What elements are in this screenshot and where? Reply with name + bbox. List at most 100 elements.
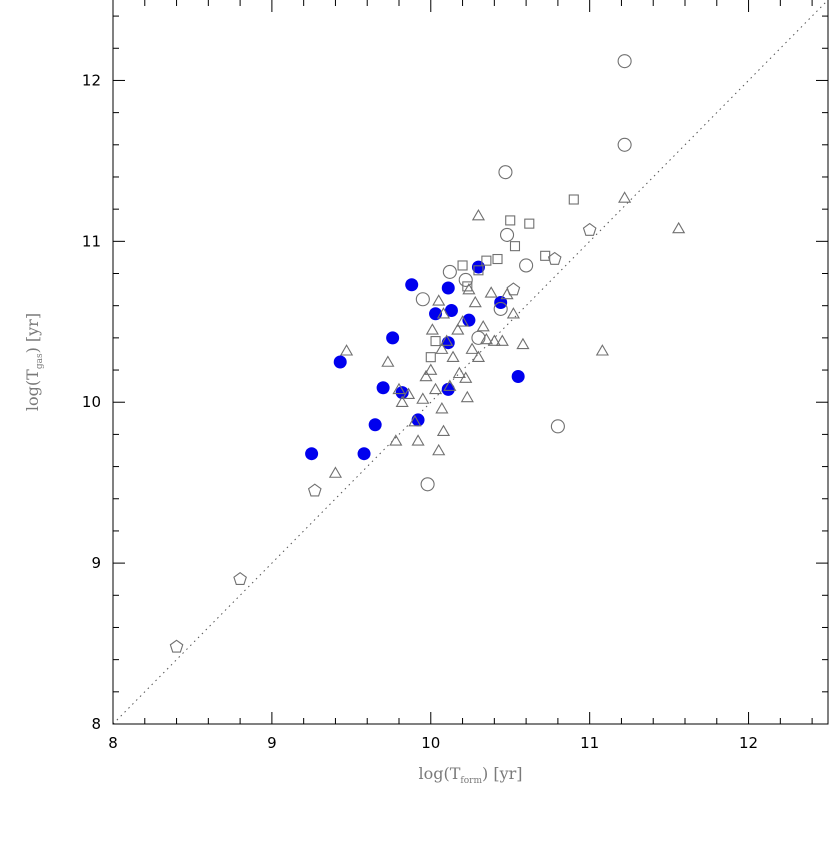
open-triangle-point <box>381 355 395 367</box>
open-triangle-point <box>432 443 446 456</box>
open-triangle-point <box>432 294 446 306</box>
open-square-point <box>509 241 521 252</box>
open-circle-point <box>499 227 515 242</box>
x-tick-label: 12 <box>739 734 758 752</box>
filled-circle-point <box>305 447 319 461</box>
filled-circle-point <box>441 382 455 396</box>
filled-circle-point <box>441 281 455 295</box>
open-triangle-point <box>425 323 439 335</box>
x-tick-label: 10 <box>421 734 440 752</box>
y-axis-label-main: log(T <box>23 369 42 411</box>
open-circle-point <box>519 258 534 273</box>
open-triangle-point <box>428 382 443 395</box>
open-triangle-point <box>411 434 425 446</box>
open-pentagon-point <box>233 572 247 586</box>
plot-frame <box>112 0 829 725</box>
open-triangle-point <box>446 350 460 362</box>
open-triangle-point <box>460 390 474 403</box>
open-triangle-point <box>459 371 473 383</box>
open-triangle-point <box>479 332 493 345</box>
filled-circle-point <box>386 331 400 345</box>
open-triangle-point <box>618 191 632 203</box>
x-tick-label: 9 <box>267 734 277 752</box>
open-square-point <box>505 215 516 226</box>
one-to-one-reference-line <box>112 0 829 725</box>
open-triangle-point <box>389 434 403 446</box>
open-circle-point <box>442 264 457 279</box>
open-square-point <box>473 265 484 276</box>
y-tick-label: 12 <box>82 71 101 89</box>
open-triangle-point <box>416 392 430 404</box>
open-square-point <box>481 255 492 266</box>
open-square-point <box>430 336 441 347</box>
open-circle-point <box>458 272 473 287</box>
open-triangle-point <box>436 424 451 436</box>
open-triangle-point <box>419 369 433 382</box>
y-tick-label: 8 <box>91 715 101 733</box>
y-tick-label: 10 <box>82 393 101 411</box>
open-circle-point <box>498 165 513 180</box>
open-circle-point <box>415 292 430 307</box>
filled-circle-point <box>368 418 382 432</box>
filled-circle-point <box>511 369 525 383</box>
filled-circle-point <box>376 381 390 395</box>
filled-circle-point <box>333 355 347 369</box>
open-triangle-point <box>487 334 501 346</box>
open-triangle-point <box>455 315 470 327</box>
filled-circle-point <box>357 447 371 461</box>
open-triangle-point <box>471 350 486 362</box>
open-triangle-point <box>476 320 490 332</box>
open-circle-point <box>617 137 632 152</box>
open-triangle-point <box>451 323 465 335</box>
open-triangle-point <box>328 466 343 478</box>
open-triangle-point <box>339 344 354 356</box>
open-triangle-point <box>452 366 466 379</box>
open-triangle-point <box>471 208 486 221</box>
x-axis-label-main: log(T <box>419 764 461 783</box>
open-triangle-point <box>443 379 457 391</box>
open-pentagon-point <box>506 282 521 296</box>
open-triangle-point <box>395 395 409 408</box>
open-triangle-point <box>401 387 416 399</box>
y-tick-label: 11 <box>82 232 101 250</box>
open-triangle-point <box>500 287 514 300</box>
open-circle-point <box>493 301 508 316</box>
x-tick-label: 8 <box>108 734 118 752</box>
open-square-point <box>540 250 551 261</box>
x-axis-label: log(Tform) [yr] <box>419 764 523 786</box>
y-axis-label-rest: ) [yr] <box>23 313 42 354</box>
open-triangle-point <box>392 382 406 395</box>
filled-circle-point <box>444 304 458 318</box>
open-circle-point <box>471 330 486 345</box>
open-circle-point <box>550 419 565 434</box>
open-square-point <box>425 352 436 363</box>
open-pentagon-point <box>307 483 322 497</box>
open-triangle-point <box>436 307 451 319</box>
open-triangle-point <box>465 342 479 354</box>
open-triangle-point <box>516 337 530 350</box>
y-tick-label: 9 <box>91 554 101 572</box>
x-axis-label-subscript: form <box>460 776 482 786</box>
x-axis-label-rest: ) [yr] <box>482 764 523 783</box>
filled-circle-point <box>411 413 425 427</box>
open-square-point <box>524 218 535 229</box>
open-triangle-point <box>506 307 520 319</box>
open-square-point <box>462 281 473 292</box>
y-axis-label: log(Tgas) [yr] <box>23 313 45 411</box>
open-triangle-point <box>484 286 498 298</box>
open-circle-point <box>420 477 435 492</box>
open-triangle-point <box>468 295 482 308</box>
open-square-point <box>457 260 468 271</box>
filled-circle-point <box>395 386 409 400</box>
open-square-point <box>568 194 579 205</box>
open-triangle-point <box>435 402 449 414</box>
filled-circle-point <box>405 278 419 292</box>
open-pentagon-point <box>547 251 562 265</box>
open-square-point <box>492 253 503 265</box>
filled-circle-point <box>462 313 476 327</box>
open-triangle-point <box>495 334 509 346</box>
x-tick-label: 11 <box>580 734 599 752</box>
open-circle-point <box>617 54 632 69</box>
open-triangle-point <box>435 342 449 354</box>
